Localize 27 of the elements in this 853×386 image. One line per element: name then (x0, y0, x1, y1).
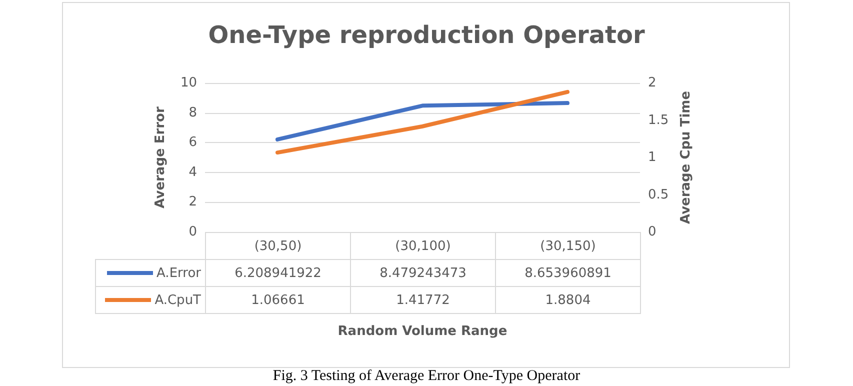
y2-tick-label: 1.5 (648, 112, 669, 128)
y-tick-label: 4 (188, 164, 197, 180)
y2-tick-label: 0.5 (648, 187, 669, 202)
data-label: 1.41772 (350, 286, 496, 314)
x-tick-label: (30,150) (496, 232, 640, 260)
y-axis-title: Average Error (153, 106, 168, 208)
y-tick-label: 10 (180, 76, 197, 90)
y-tick-label: 6 (188, 135, 197, 150)
y-tick-label: 8 (188, 105, 197, 120)
x-tick-label: (30,100) (350, 232, 496, 260)
legend-label: A.CpuT (96, 286, 206, 314)
y-tick-label: 0 (188, 224, 197, 240)
y2-tick-label: 1 (648, 150, 656, 165)
data-label: 6.208941922 (206, 260, 350, 286)
data-label: 8.653960891 (496, 260, 640, 286)
chart-title: One-Type reproduction Operator (208, 21, 645, 49)
y-tick-label: 2 (188, 194, 197, 210)
data-label: 1.8804 (496, 286, 640, 314)
text: Random Volume Range (336, 324, 508, 339)
data-label: 1.06661 (206, 286, 350, 314)
caption: Fig. 3 Testing of Average Error One-Type Operator (272, 368, 582, 385)
legend-label: A.Error (96, 260, 206, 286)
data-label: 8.479243473 (350, 260, 496, 286)
x-tick-label: (30,50) (206, 232, 350, 260)
y2-axis-title: Average Cpu Time (678, 90, 694, 224)
y2-tick-label: 2 (648, 76, 656, 90)
y2-tick-label: 0 (648, 224, 656, 240)
